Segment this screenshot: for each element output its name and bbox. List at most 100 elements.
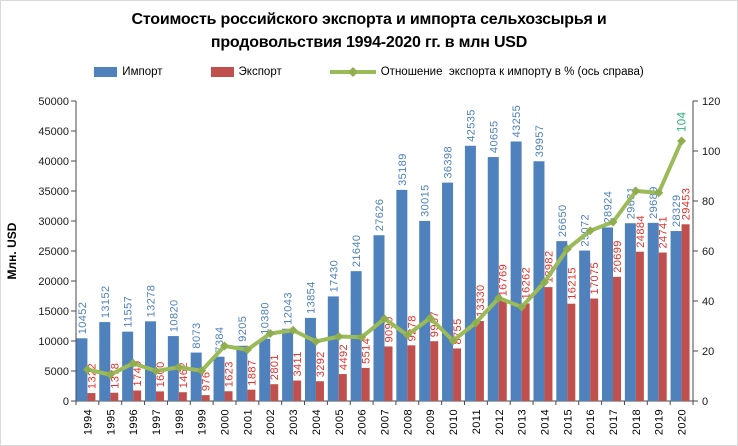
ratio-marker-diamond-icon bbox=[494, 293, 504, 303]
export-value-label: 976 bbox=[201, 372, 213, 392]
export-bar bbox=[155, 391, 164, 401]
export-value-label: 5514 bbox=[361, 338, 373, 364]
x-axis-year-label: 2002 bbox=[265, 409, 277, 435]
export-value-label: 1623 bbox=[224, 361, 236, 387]
export-bar bbox=[521, 303, 530, 401]
export-bar bbox=[87, 393, 96, 401]
ratio-marker-diamond-icon bbox=[517, 302, 527, 312]
x-axis-year-label: 2019 bbox=[654, 409, 666, 435]
import-value-label: 40655 bbox=[488, 120, 500, 153]
ratio-marker-diamond-icon bbox=[220, 341, 230, 351]
export-value-label: 3411 bbox=[292, 351, 304, 376]
x-axis-year-label: 2012 bbox=[494, 409, 506, 435]
import-value-label: 35189 bbox=[397, 153, 409, 186]
legend-item-import: Импорт bbox=[94, 66, 163, 78]
import-value-label: 36398 bbox=[443, 146, 455, 179]
import-value-label: 10380 bbox=[260, 302, 272, 335]
chart-title-line2: продовольствия 1994-2020 гг. в млн USD bbox=[210, 34, 528, 51]
ratio-marker-diamond-icon bbox=[242, 345, 252, 355]
ratio-marker-diamond-icon bbox=[174, 362, 184, 372]
right-axis-tick-label: 80 bbox=[702, 196, 714, 208]
legend-label-ratio: Отношение экспорта к импорту в % (ось сп… bbox=[380, 66, 644, 78]
ratio-marker-diamond-icon bbox=[471, 318, 481, 328]
import-bar bbox=[99, 322, 111, 401]
import-bar bbox=[647, 222, 659, 401]
import-value-label: 28329 bbox=[671, 194, 683, 227]
export-bar bbox=[338, 374, 347, 401]
export-bar bbox=[430, 341, 439, 401]
x-axis-year-label: 2015 bbox=[562, 409, 574, 435]
ratio-marker-diamond-icon bbox=[380, 314, 389, 324]
ratio-marker-diamond-icon bbox=[334, 332, 344, 341]
ratio-marker-diamond-icon bbox=[425, 313, 435, 323]
left-axis-tick-label: 15000 bbox=[38, 306, 69, 318]
export-bar bbox=[475, 321, 484, 401]
export-value-label: 17075 bbox=[589, 262, 601, 295]
chart-title: Стоимость российского экспорта и импорта… bbox=[1, 8, 737, 54]
import-bar bbox=[373, 235, 385, 401]
import-value-label: 11557 bbox=[123, 296, 135, 328]
export-bar bbox=[133, 390, 142, 401]
export-bar bbox=[498, 300, 507, 401]
import-value-label: 8073 bbox=[191, 322, 203, 348]
export-bar bbox=[453, 348, 462, 401]
left-axis-tick-label: 0 bbox=[63, 396, 69, 408]
export-bar bbox=[247, 389, 256, 401]
x-axis-year-label: 2020 bbox=[677, 409, 689, 435]
export-bar bbox=[178, 392, 187, 401]
import-value-label: 10820 bbox=[168, 299, 180, 332]
right-axis-tick-label: 40 bbox=[702, 296, 714, 308]
x-axis-year-label: 1999 bbox=[197, 409, 209, 435]
import-bar bbox=[556, 241, 568, 401]
right-axis-tick-label: 120 bbox=[702, 96, 720, 108]
ratio-marker-diamond-icon bbox=[654, 188, 664, 198]
right-axis-tick-label: 20 bbox=[702, 346, 714, 358]
ratio-legend-diamond-icon bbox=[347, 67, 358, 77]
import-bar bbox=[442, 182, 454, 401]
import-value-label: 13278 bbox=[145, 285, 157, 318]
right-axis-tick-label: 60 bbox=[702, 246, 714, 258]
import-value-label: 12043 bbox=[283, 292, 295, 325]
ratio-marker-diamond-icon bbox=[677, 136, 687, 146]
export-bar bbox=[681, 224, 690, 401]
left-axis-tick-label: 45000 bbox=[38, 126, 69, 138]
left-axis-tick-label: 10000 bbox=[38, 336, 69, 348]
ratio-marker-diamond-icon bbox=[288, 325, 298, 335]
import-bar bbox=[396, 189, 408, 401]
import-value-label: 9205 bbox=[237, 316, 249, 342]
ratio-marker-diamond-icon bbox=[585, 226, 595, 236]
x-axis-year-label: 2003 bbox=[288, 409, 300, 435]
x-axis-year-label: 2004 bbox=[311, 409, 323, 435]
x-axis-year-label: 2013 bbox=[517, 409, 529, 435]
import-value-label: 27626 bbox=[374, 199, 386, 232]
export-bar bbox=[590, 298, 599, 401]
x-axis-year-label: 2010 bbox=[448, 409, 460, 435]
import-value-label: 17430 bbox=[328, 260, 340, 293]
x-axis-year-label: 2001 bbox=[242, 409, 254, 435]
x-axis-year-label: 2017 bbox=[608, 409, 620, 435]
export-bar bbox=[293, 380, 302, 401]
import-bar bbox=[190, 352, 202, 401]
export-value-label: 16769 bbox=[498, 264, 510, 297]
export-bar bbox=[110, 392, 119, 401]
export-value-label: 2801 bbox=[269, 354, 281, 380]
ratio-marker-diamond-icon bbox=[562, 244, 572, 254]
import-bar bbox=[602, 227, 614, 401]
import-value-label: 26650 bbox=[557, 205, 569, 238]
export-bar bbox=[635, 251, 644, 401]
left-axis-tick-label: 50000 bbox=[38, 96, 69, 108]
export-value-label: 20699 bbox=[612, 240, 624, 273]
import-bar bbox=[579, 250, 591, 401]
ratio-marker-diamond-icon bbox=[539, 277, 549, 287]
export-bar bbox=[384, 346, 393, 401]
export-value-label: 24741 bbox=[658, 216, 670, 249]
export-bar bbox=[567, 303, 576, 401]
export-bar bbox=[658, 252, 667, 401]
import-bar bbox=[259, 338, 271, 401]
import-bar bbox=[213, 356, 225, 401]
import-bar bbox=[624, 223, 636, 401]
legend-label-import: Импорт bbox=[122, 66, 163, 78]
legend: Импорт Экспорт Отношение экспорта к импо… bbox=[1, 62, 737, 82]
x-axis-year-label: 2006 bbox=[357, 409, 369, 435]
